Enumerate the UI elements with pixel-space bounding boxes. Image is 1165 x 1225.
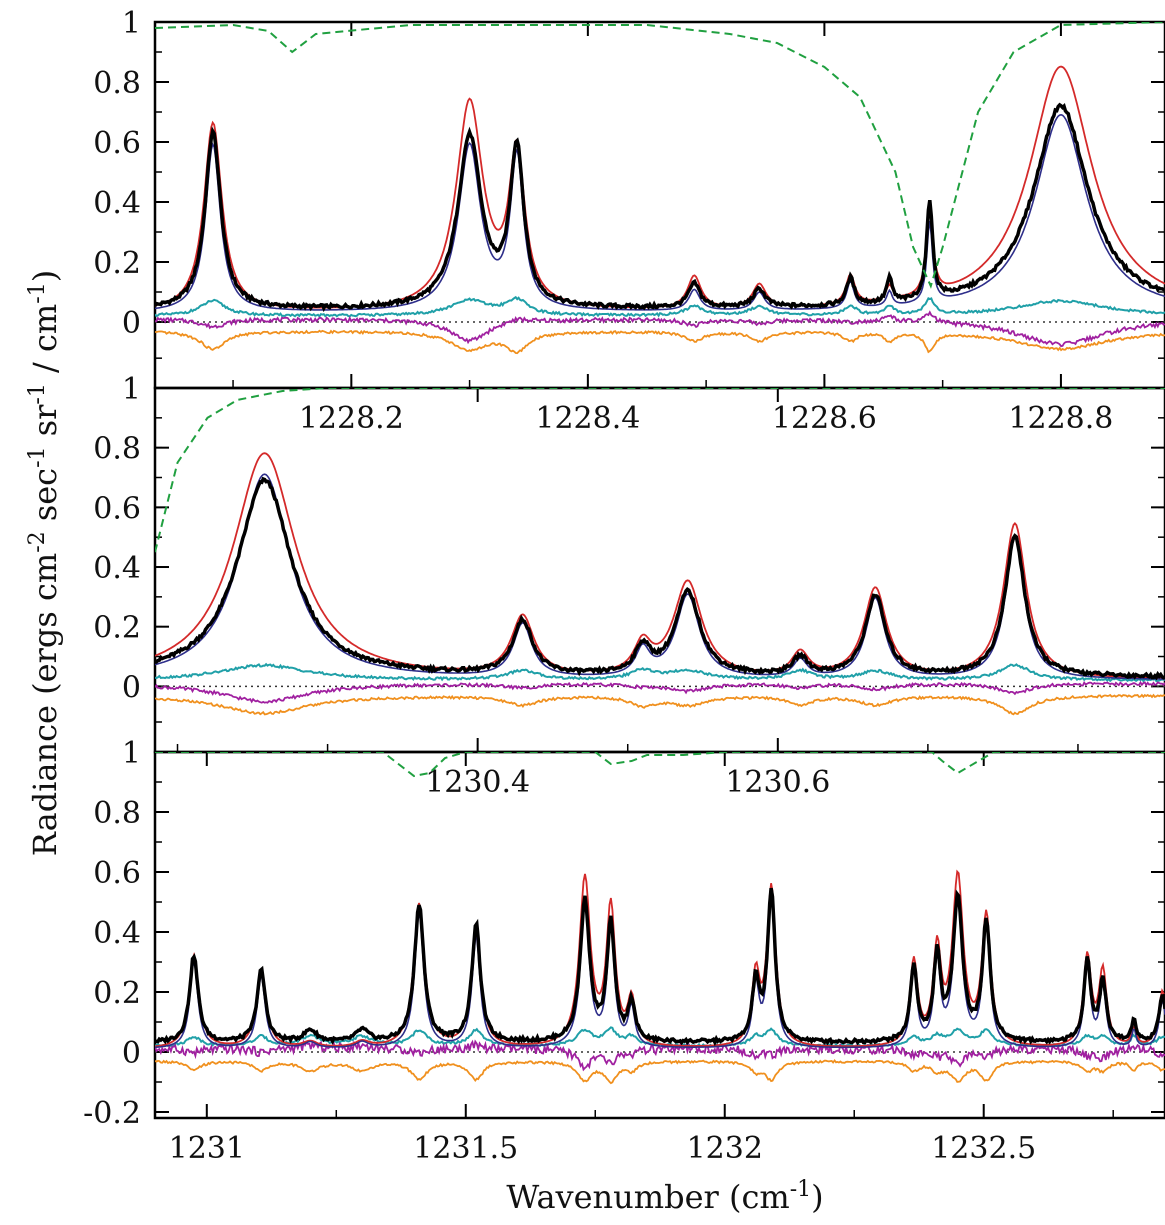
y-tick-label: 0 bbox=[122, 670, 141, 705]
x-tick-label: 1231 bbox=[169, 1131, 245, 1166]
y-axis-title-mid2: sr bbox=[26, 404, 64, 447]
y-axis-title-exp2: -1 bbox=[25, 446, 50, 467]
y-tick-label: 0.4 bbox=[93, 186, 141, 221]
y-axis-title-exp1: -2 bbox=[25, 531, 50, 552]
model-red-series bbox=[155, 869, 1165, 1048]
y-axis-title-exp4: -1 bbox=[25, 282, 50, 303]
y-tick-label: 0.6 bbox=[93, 126, 141, 161]
panel-frame bbox=[153, 750, 1165, 1120]
y-tick-label: 0 bbox=[122, 306, 141, 341]
transmission-series bbox=[155, 388, 1165, 553]
plot-area bbox=[155, 752, 1165, 1085]
model-blue-series bbox=[155, 473, 1165, 680]
residual-teal-series bbox=[155, 662, 1165, 683]
x-tick-label: 1228.6 bbox=[772, 401, 877, 436]
observed-series bbox=[155, 887, 1165, 1047]
y-tick-label: 1 bbox=[122, 736, 141, 771]
x-axis-title-exp: -1 bbox=[790, 1177, 811, 1202]
y-tick-label: 0.4 bbox=[93, 916, 141, 951]
residual-purple-series bbox=[155, 310, 1165, 348]
y-axis-title-mid1: sec bbox=[26, 468, 64, 531]
y-tick-label: 0.2 bbox=[93, 976, 141, 1011]
y-axis-title-exp3: -1 bbox=[25, 383, 50, 404]
panel-bottom: -0.2 0 0.2 0.4 0.6 0.8 1 1231 1231.5 1232 1232.5 bbox=[83, 721, 1165, 1166]
y-tick-label: -0.2 bbox=[83, 1096, 141, 1131]
residual-teal-series bbox=[155, 295, 1165, 318]
y-tick-label: 1 bbox=[122, 372, 141, 407]
x-tick-label: 1231.5 bbox=[413, 1131, 518, 1166]
panel-top: 0 0.2 0.4 0.6 0.8 1 1228.2 1228.4 1228.6 1228.8 bbox=[93, 6, 1165, 436]
y-tick-label: 0.2 bbox=[93, 611, 141, 646]
y-tick-label: 0.6 bbox=[93, 856, 141, 891]
plot-area bbox=[155, 22, 1165, 355]
y-tick-label: 1 bbox=[122, 6, 141, 41]
y-tick-label: 0.6 bbox=[93, 491, 141, 526]
model-blue-series bbox=[155, 895, 1165, 1049]
y-tick-label: 0.8 bbox=[93, 796, 141, 831]
y-tick-label: 0.2 bbox=[93, 246, 141, 281]
y-tick-label: 0 bbox=[122, 1036, 141, 1071]
panel-middle: 0 0.2 0.4 0.6 0.8 1 1230.4 1230.6 bbox=[93, 357, 1165, 800]
x-tick-label: 1230.4 bbox=[425, 765, 530, 800]
y-axis-title-end: ) bbox=[26, 270, 64, 282]
x-axis-title: Wavenumber (cm-1) bbox=[506, 1177, 823, 1216]
residual-purple-series bbox=[155, 1039, 1165, 1072]
panel-frame bbox=[153, 386, 1165, 754]
transmission-series bbox=[155, 22, 1165, 289]
transmission-series bbox=[155, 752, 1165, 778]
model-blue-series bbox=[155, 113, 1165, 311]
residual-purple-series bbox=[155, 680, 1165, 704]
x-tick-label: 1232 bbox=[687, 1131, 763, 1166]
plot-area bbox=[155, 388, 1165, 716]
x-tick-label: 1228.8 bbox=[1008, 401, 1113, 436]
x-tick-label: 1228.2 bbox=[299, 401, 404, 436]
x-tick-label: 1232.5 bbox=[931, 1131, 1036, 1166]
residual-orange-series bbox=[155, 693, 1165, 716]
residual-orange-series bbox=[155, 329, 1165, 355]
model-red-series bbox=[155, 452, 1165, 680]
y-tick-label: 0.8 bbox=[93, 66, 141, 101]
observed-series bbox=[155, 102, 1165, 313]
y-axis-title-main: Radiance (ergs cm bbox=[26, 553, 64, 856]
x-tick-label: 1228.4 bbox=[535, 401, 640, 436]
y-axis-title-mid3: / cm bbox=[26, 304, 64, 383]
residual-orange-series bbox=[155, 1059, 1165, 1085]
observed-series bbox=[155, 476, 1165, 681]
y-tick-label: 0.8 bbox=[93, 432, 141, 467]
y-axis-title: Radiance (ergs cm-2 sec-1 sr-1 / cm-1) bbox=[25, 270, 64, 856]
y-tick-label: 0.4 bbox=[93, 551, 141, 586]
x-tick-label: 1230.6 bbox=[725, 765, 830, 800]
x-axis-title-main: Wavenumber (cm bbox=[506, 1178, 789, 1216]
x-axis-title-end: ) bbox=[811, 1178, 823, 1216]
model-red-series bbox=[155, 65, 1165, 309]
